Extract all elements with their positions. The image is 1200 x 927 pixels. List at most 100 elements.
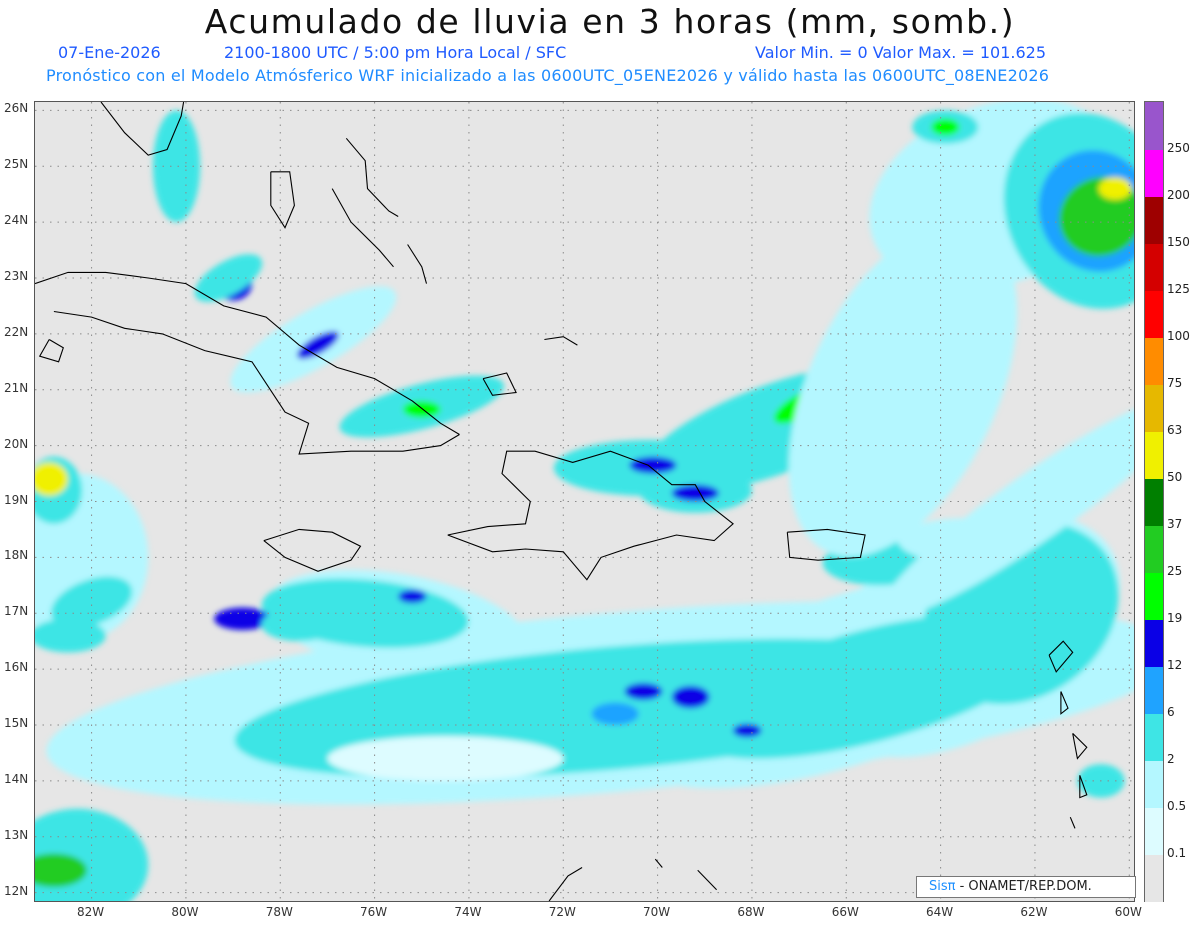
colorbar-label: 19 (1167, 611, 1183, 625)
lat-label: 26N (4, 101, 29, 116)
rain-cell (261, 607, 337, 642)
lon-label: 82W (77, 905, 105, 919)
lat-label: 19N (4, 492, 29, 507)
forecast-date: 07-Ene-2026 (58, 43, 161, 62)
lat-label: 21N (4, 380, 29, 395)
rain-cell (35, 853, 87, 888)
credit-box: Sisπ - ONAMET/REP.DOM. (916, 876, 1136, 898)
colorbar-label: 0.5 (1167, 799, 1187, 813)
coastline (407, 244, 428, 284)
colorbar-label: 37 (1167, 517, 1183, 531)
lon-label: 68W (737, 905, 765, 919)
credit-text: - ONAMET/REP.DOM. (959, 879, 1092, 894)
rain-cell (35, 462, 69, 496)
colorbar-segment (1145, 854, 1163, 902)
rain-cell (194, 254, 263, 302)
lat-label: 22N (4, 324, 29, 339)
lon-label: 62W (1020, 905, 1048, 919)
colorbar-segment (1145, 760, 1163, 808)
colorbar-label: 63 (1167, 423, 1183, 437)
lat-label: 24N (4, 213, 29, 228)
lon-label: 66W (831, 905, 859, 919)
colorbar-label: 6 (1167, 705, 1175, 719)
lat-label: 14N (4, 771, 29, 786)
colorbar-segment (1145, 337, 1163, 385)
colorbar-segment (1145, 243, 1163, 291)
colorbar-segment (1145, 619, 1163, 667)
colorbar-segment (1145, 196, 1163, 244)
coastline (331, 188, 394, 268)
coastline (1048, 640, 1074, 673)
colorbar-label: 2 (1167, 752, 1175, 766)
colorbar-label: 50 (1167, 470, 1183, 484)
colorbar-segment (1145, 572, 1163, 620)
rain-cell (402, 400, 441, 418)
coastline (1060, 691, 1069, 715)
colorbar-label: 75 (1167, 376, 1183, 390)
coastline (1069, 816, 1076, 829)
colorbar-segment (1145, 807, 1163, 855)
coastline (38, 339, 64, 363)
coastline (447, 450, 734, 581)
colorbar-segment (1145, 431, 1163, 479)
colorbar-label: 200 (1167, 188, 1190, 202)
coastlines (35, 102, 1088, 901)
colorbar-segment (1145, 290, 1163, 338)
colorbar-label: 12 (1167, 658, 1183, 672)
model-info: Pronóstico con el Modelo Atmósferico WRF… (46, 66, 1050, 85)
coastline (263, 528, 362, 572)
lon-label: 74W (454, 905, 482, 919)
coastline (544, 336, 578, 346)
rain-cell (629, 456, 677, 474)
coastline (100, 102, 185, 156)
coastline (270, 171, 295, 229)
colorbar-label: 0.1 (1167, 846, 1187, 860)
colorbar-segment (1145, 478, 1163, 526)
colorbar-segment (1145, 102, 1163, 150)
colorbar-label: 100 (1167, 329, 1190, 343)
rain-cell (152, 110, 201, 223)
coastline (697, 869, 717, 891)
coastline (35, 271, 460, 435)
rain-cell (591, 702, 639, 725)
lon-label: 60W (1114, 905, 1142, 919)
rain-cell (1098, 177, 1132, 200)
colorbar-label: 150 (1167, 235, 1190, 249)
lat-label: 18N (4, 548, 29, 563)
precipitation-map (34, 101, 1135, 902)
colorbar-label: 125 (1167, 282, 1190, 296)
map-canvas (35, 102, 1134, 901)
lon-label: 70W (643, 905, 671, 919)
colorbar-label: 25 (1167, 564, 1183, 578)
lat-label: 13N (4, 827, 29, 842)
rain-cell (788, 222, 1017, 557)
lat-label: 12N (4, 883, 29, 898)
map-title: Acumulado de lluvia en 3 horas (mm, somb… (204, 2, 1016, 41)
rain-cell (624, 683, 663, 700)
colorbar (1144, 101, 1164, 902)
rain-cell (35, 618, 106, 653)
colorbar-segment (1145, 525, 1163, 573)
coastline (1079, 775, 1088, 799)
rain-field (35, 102, 1134, 901)
sispi-logo: Sisπ (929, 879, 956, 894)
rain-cell (671, 484, 719, 502)
coastline (548, 867, 583, 901)
forecast-period: 2100-1800 UTC / 5:00 pm Hora Local / SFC (224, 43, 567, 62)
coastline (53, 310, 460, 455)
lon-label: 78W (265, 905, 293, 919)
rain-cell (214, 607, 271, 631)
gridlines (35, 102, 1134, 901)
lon-label: 80W (171, 905, 199, 919)
lat-label: 15N (4, 715, 29, 730)
lat-label: 23N (4, 269, 29, 283)
colorbar-segment (1145, 149, 1163, 197)
lon-label: 72W (548, 905, 576, 919)
lat-label: 25N (4, 157, 29, 172)
rain-cell (931, 118, 960, 136)
rain-cell (671, 685, 710, 709)
rain-cell (327, 736, 564, 781)
rain-cell (733, 723, 762, 738)
value-range: Valor Min. = 0 Valor Max. = 101.625 (755, 43, 1047, 62)
lat-label: 17N (4, 604, 29, 619)
